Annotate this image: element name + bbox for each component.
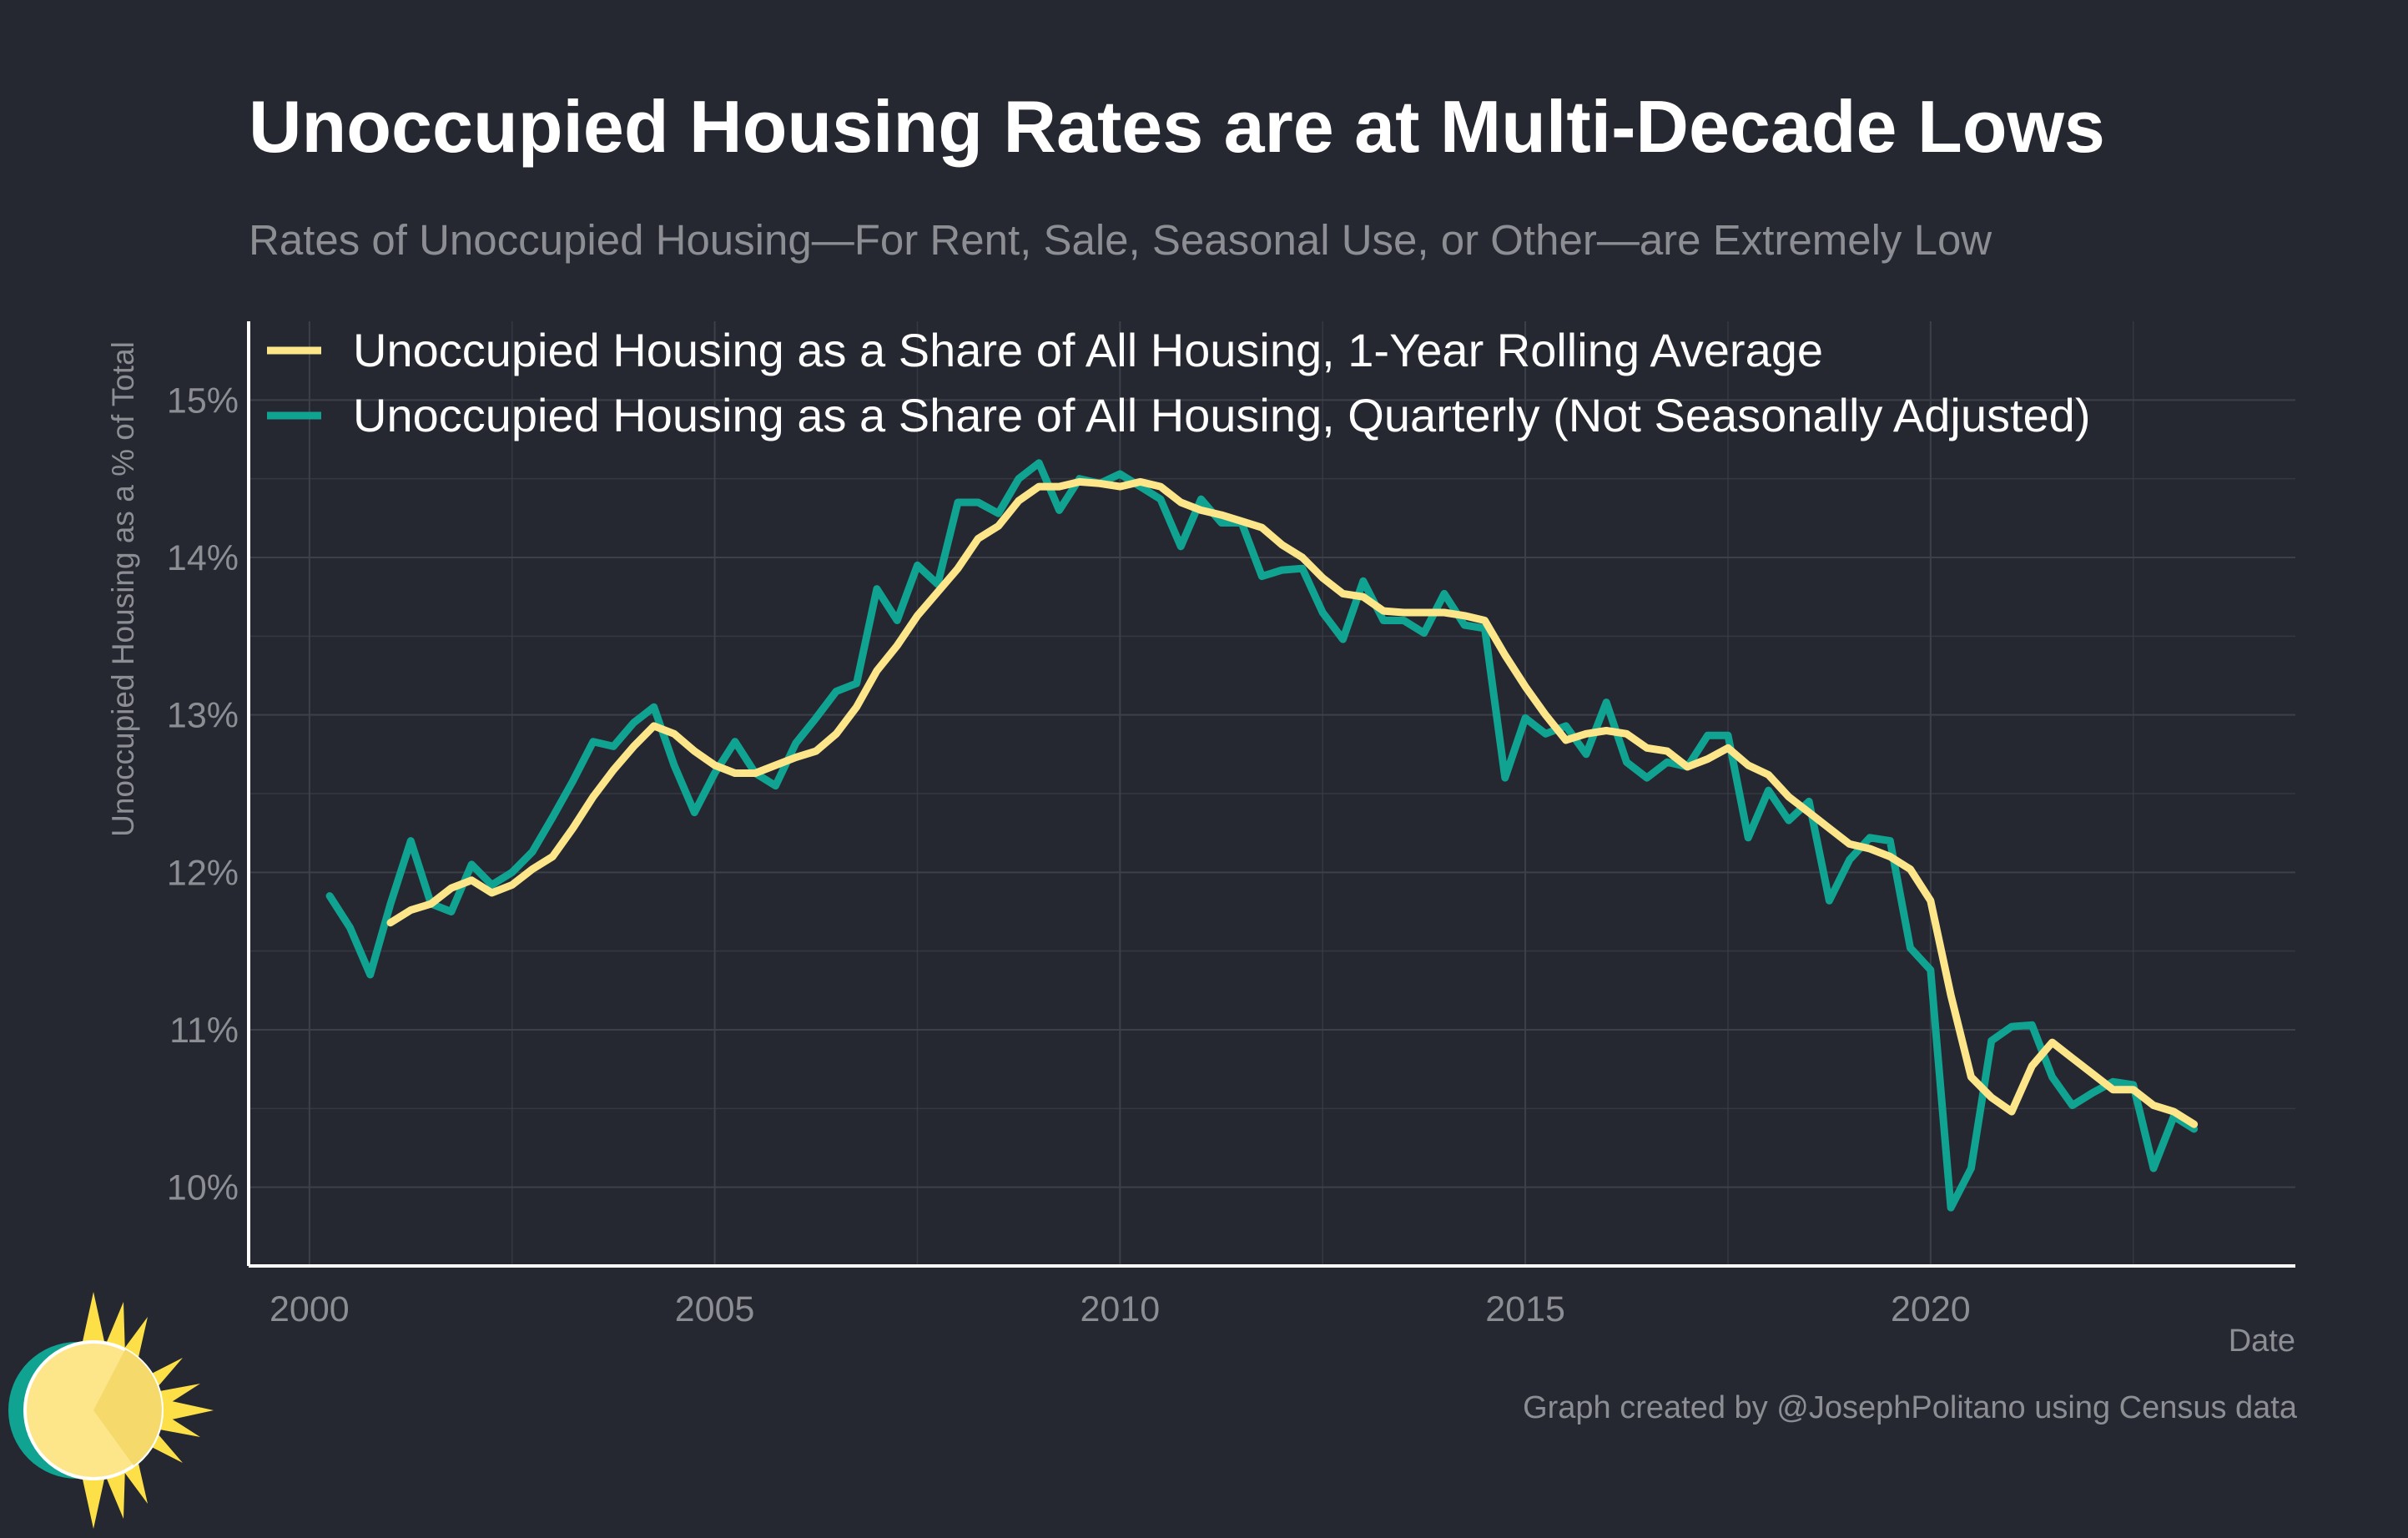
series-layer [325,459,2199,1212]
x-tick-label: 2000 [270,1289,350,1329]
grid-major [249,321,2295,1266]
x-tick-label: 2010 [1081,1289,1161,1329]
y-tick-label: 12% [167,853,239,893]
x-tick-labels: 2000 2005 2010 2015 2020 [270,1289,1971,1329]
sun-logo-icon [8,1292,214,1529]
chart-subtitle: Rates of Unoccupied Housing—For Rent, Sa… [249,216,1992,264]
y-axis-label: Unoccupied Housing as a % of Total [106,341,140,837]
series-line-quarterly [325,459,2199,1212]
legend: Unoccupied Housing as a Share of All Hou… [267,324,2090,441]
x-tick-label: 2015 [1485,1289,1565,1329]
grid-minor [249,321,2295,1266]
y-tick-labels: 10% 11% 12% 13% 14% 15% [167,381,239,1208]
source-caption: Graph created by @JosephPolitano using C… [1523,1390,2297,1425]
y-tick-label: 13% [167,696,239,736]
y-tick-label: 15% [167,381,239,421]
x-tick-label: 2020 [1891,1289,1971,1329]
y-tick-label: 10% [167,1168,239,1208]
legend-label: Unoccupied Housing as a Share of All Hou… [353,324,1823,376]
chart-title: Unoccupied Housing Rates are at Multi-De… [249,85,2105,168]
series-line-rolling-average [386,477,2199,1128]
x-tick-label: 2005 [675,1289,755,1329]
legend-label: Unoccupied Housing as a Share of All Hou… [353,389,2090,441]
y-tick-label: 14% [167,538,239,578]
x-axis-label: Date [2229,1324,2295,1359]
y-tick-label: 11% [169,1011,239,1051]
